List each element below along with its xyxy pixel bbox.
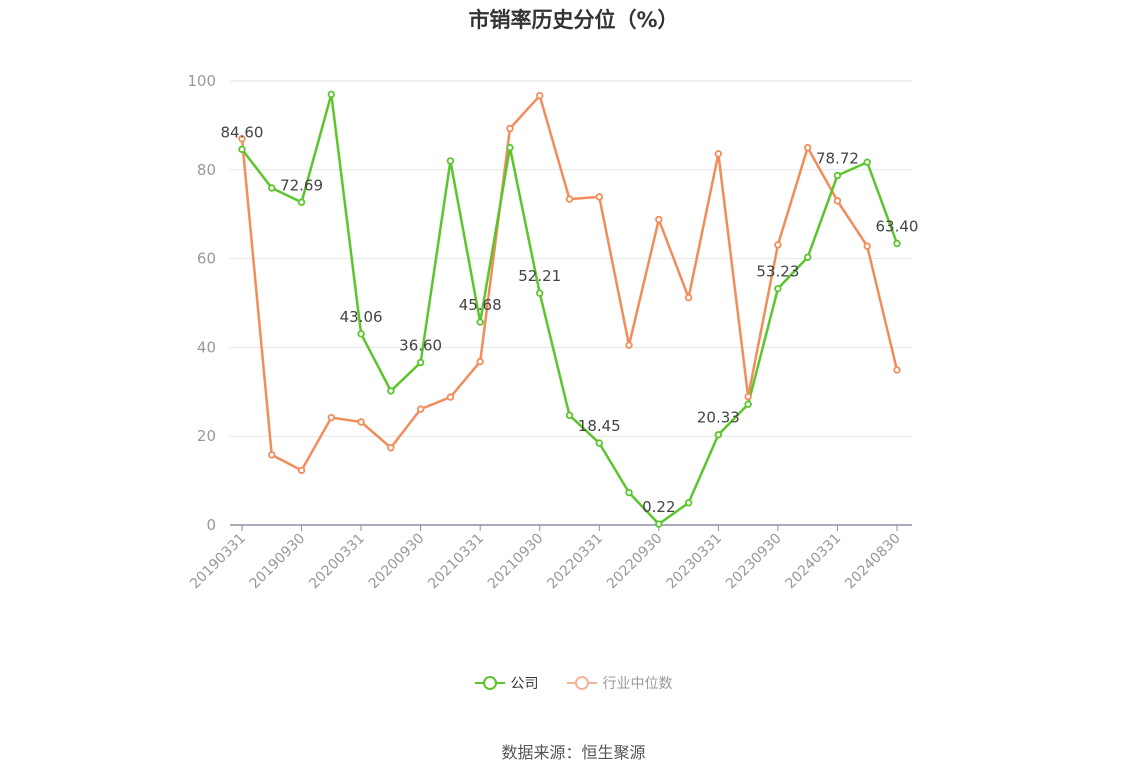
data-point-company — [595, 439, 603, 447]
data-label: 72.69 — [280, 176, 323, 194]
x-tick-label: 20210331 — [425, 531, 487, 593]
data-point-industry-median — [774, 241, 782, 249]
data-point-company — [625, 488, 633, 497]
x-tick-label: 20240830 — [842, 531, 904, 593]
y-tick-label: 20 — [197, 427, 216, 445]
data-point-company — [297, 198, 306, 206]
x-tick-label: 20190930 — [247, 531, 309, 593]
data-point-company — [863, 158, 871, 166]
data-label: 45.68 — [459, 296, 502, 314]
y-tick-label: 0 — [206, 516, 216, 534]
x-tick-label: 20220930 — [604, 531, 666, 593]
x-tick-label: 20190331 — [187, 531, 249, 593]
data-label: 20.33 — [697, 409, 740, 427]
chart-legend: 公司 行业中位数 — [0, 673, 1147, 693]
legend-company-label: 公司 — [510, 676, 539, 692]
data-point-industry-median — [595, 193, 603, 201]
data-label: 18.45 — [578, 417, 621, 435]
data-point-company — [357, 330, 365, 338]
data-point-company — [506, 143, 514, 152]
data-point-industry-median — [744, 392, 752, 401]
x-tick-label: 20220331 — [544, 531, 606, 593]
chart-title: 市销率历史分位（%） — [468, 8, 679, 32]
data-label: 78.72 — [816, 149, 859, 167]
data-point-industry-median — [416, 405, 425, 413]
data-point-company — [387, 387, 395, 395]
data-label: 36.60 — [399, 336, 442, 354]
data-point-industry-median — [327, 413, 336, 422]
data-point-company — [565, 411, 574, 420]
data-point-company — [446, 157, 455, 165]
data-point-company — [833, 171, 842, 180]
legend-industry-median-label: 行业中位数 — [602, 676, 673, 692]
data-point-industry-median — [863, 242, 871, 250]
data-point-company — [268, 184, 276, 192]
legend-item-company[interactable]: 公司 — [474, 673, 539, 693]
x-tick-label: 20210930 — [485, 531, 547, 593]
data-point-company — [774, 284, 782, 293]
data-point-company — [803, 253, 812, 261]
y-tick-label: 60 — [197, 250, 216, 268]
data-point-industry-median — [446, 393, 455, 401]
data-point-company — [744, 400, 752, 408]
data-point-industry-median — [476, 357, 484, 366]
data-label: 84.60 — [221, 123, 264, 141]
data-point-company — [238, 145, 246, 154]
x-tick-label: 20230331 — [663, 531, 725, 593]
y-tick-label: 100 — [187, 72, 216, 90]
data-point-industry-median — [714, 150, 723, 158]
data-point-industry-median — [268, 451, 276, 459]
data-point-company — [416, 358, 425, 367]
data-point-industry-median — [833, 197, 842, 205]
y-tick-label: 40 — [197, 338, 216, 356]
data-point-industry-median — [536, 91, 544, 100]
data-point-company — [714, 431, 723, 439]
data-point-company — [327, 90, 336, 99]
data-label: 53.23 — [756, 263, 799, 281]
data-label: 0.22 — [642, 498, 675, 516]
data-point-industry-median — [506, 124, 514, 133]
data-point-industry-median — [387, 444, 395, 452]
x-tick-label: 20200930 — [366, 531, 428, 593]
data-point-company — [684, 499, 693, 507]
x-tick-label: 20230930 — [723, 531, 785, 593]
x-tick-label: 20200331 — [306, 531, 368, 593]
data-label: 43.06 — [340, 308, 383, 326]
y-tick-label: 80 — [197, 161, 216, 179]
data-point-industry-median — [893, 366, 901, 374]
data-point-industry-median — [625, 341, 633, 349]
data-point-company — [893, 239, 901, 248]
line-chart: 0 20 40 60 80 100 2019033120190930202003312020… — [187, 72, 919, 593]
data-point-industry-median — [803, 143, 812, 152]
data-point-industry-median — [357, 418, 365, 426]
data-point-company — [476, 318, 484, 326]
data-point-company — [655, 520, 663, 528]
legend-industry-swatch-icon — [566, 673, 597, 693]
legend-item-industry-median[interactable]: 行业中位数 — [566, 673, 673, 693]
data-point-industry-median — [655, 215, 663, 224]
data-point-industry-median — [297, 466, 306, 475]
data-label: 52.21 — [518, 267, 561, 285]
data-point-company — [536, 289, 544, 297]
x-tick-label: 20240331 — [783, 531, 845, 593]
data-source-note: 数据来源：恒生聚源 — [501, 743, 646, 762]
data-point-industry-median — [565, 195, 574, 203]
legend-company-swatch-icon — [474, 673, 505, 693]
data-point-industry-median — [238, 135, 246, 143]
data-label: 63.40 — [876, 218, 919, 236]
data-point-industry-median — [684, 293, 693, 302]
